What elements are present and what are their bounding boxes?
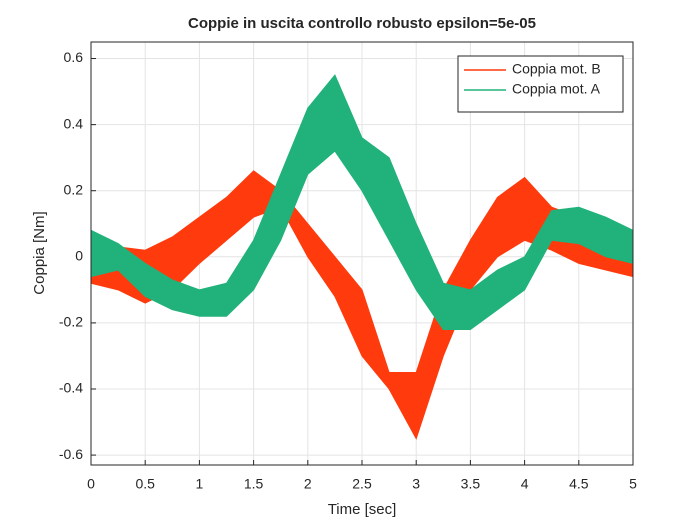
x-tick-label: 3.5 (461, 476, 481, 492)
y-tick-label: 0.2 (64, 181, 84, 197)
x-tick-label: 1 (196, 476, 204, 492)
y-tick-label: -0.2 (59, 314, 83, 330)
legend-label: Coppia mot. A (512, 81, 601, 97)
legend-box (457, 55, 624, 113)
y-tick-label: -0.6 (59, 446, 83, 462)
x-tick-label: 2 (304, 476, 312, 492)
legend: Coppia mot. B Coppia mot. A (457, 55, 624, 113)
x-tick-label: 3 (412, 476, 420, 492)
y-tick-label: 0.4 (64, 115, 84, 131)
x-tick-label: 4.5 (569, 476, 589, 492)
y-tick-label: 0 (75, 248, 83, 264)
x-axis-label: Time [sec] (328, 501, 397, 518)
y-tick-label: 0.6 (64, 49, 84, 65)
y-tick-label: -0.4 (59, 380, 83, 396)
x-tick-label: 5 (629, 476, 637, 492)
x-tick-label: 0.5 (135, 476, 155, 492)
chart-title: Coppie in uscita controllo robusto epsil… (188, 15, 536, 32)
x-tick-label: 0 (87, 476, 95, 492)
legend-label: Coppia mot. B (512, 61, 601, 77)
y-axis-label: Coppia [Nm] (31, 211, 48, 294)
x-tick-label: 4 (521, 476, 529, 492)
axes-frame (90, 41, 634, 466)
x-tick-label: 1.5 (244, 476, 264, 492)
x-tick-label: 2.5 (352, 476, 372, 492)
